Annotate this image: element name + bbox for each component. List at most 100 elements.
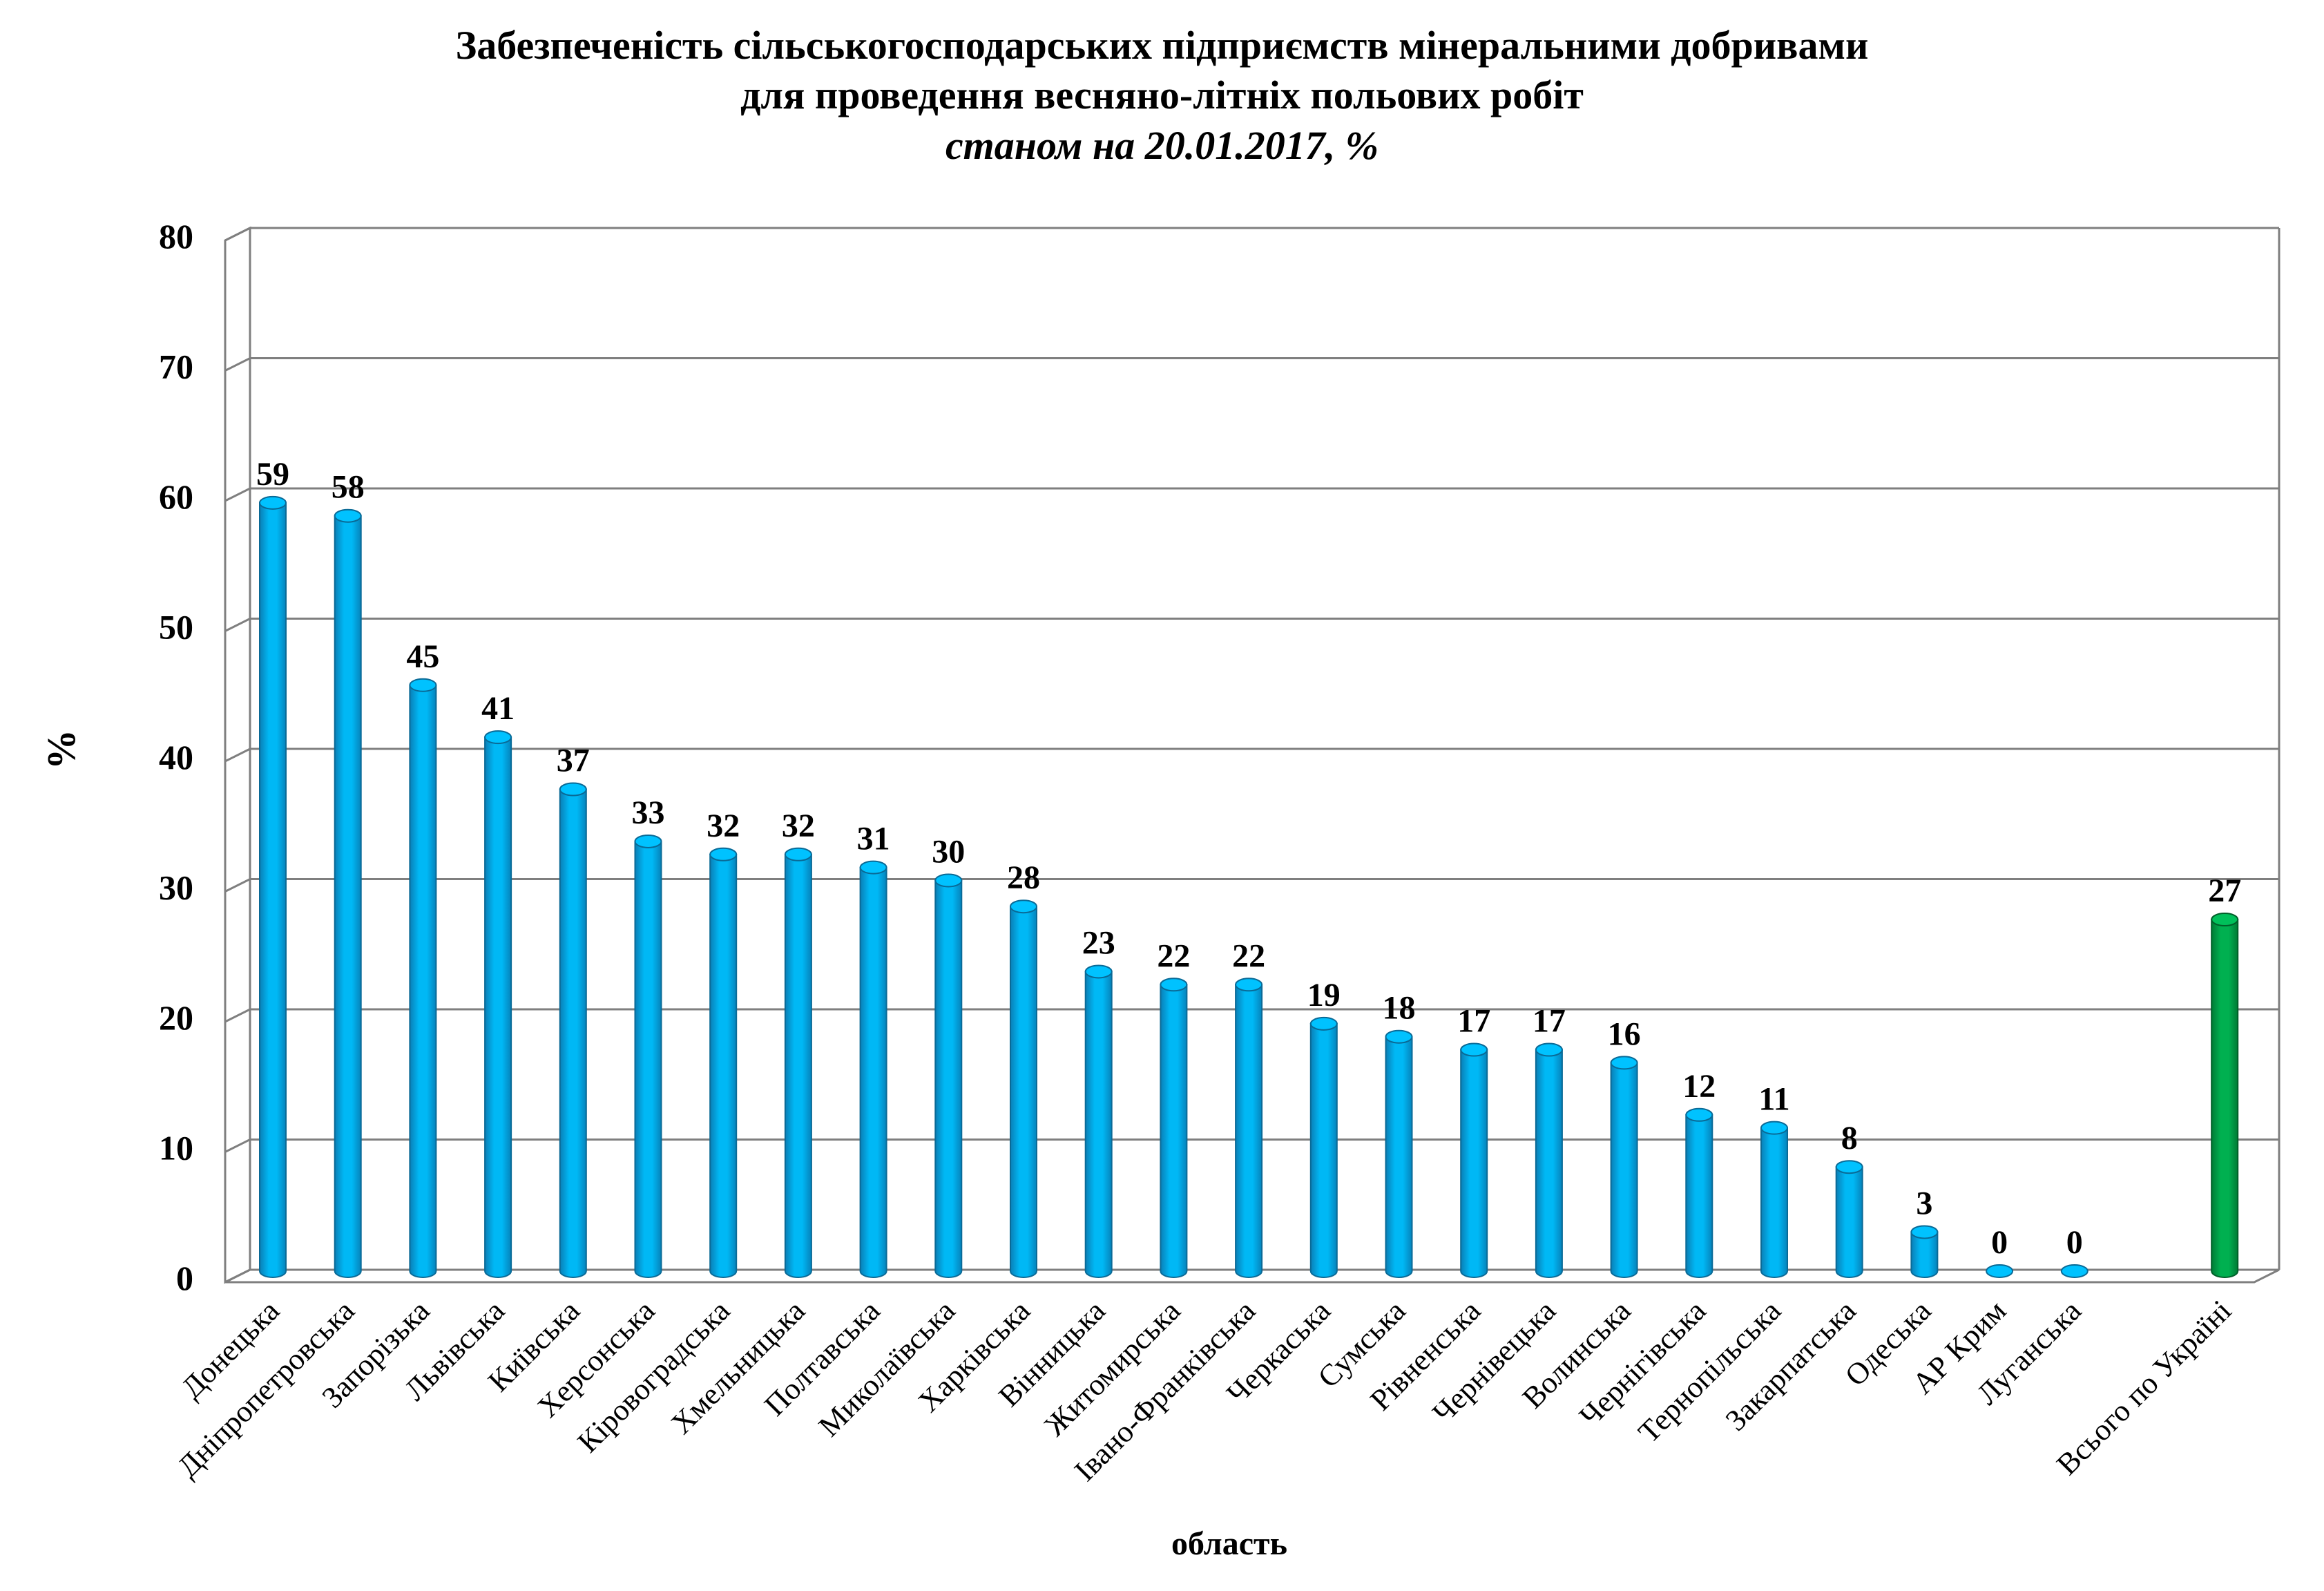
bar-top bbox=[859, 860, 887, 875]
bar bbox=[334, 508, 362, 1278]
bar-top bbox=[1986, 1264, 2014, 1278]
bar-body bbox=[1910, 1231, 1939, 1278]
data-label: 32 bbox=[782, 808, 815, 844]
bar bbox=[1910, 1225, 1939, 1278]
bar-body bbox=[559, 788, 587, 1278]
bar bbox=[409, 678, 437, 1278]
gridline-side bbox=[224, 878, 251, 893]
bar bbox=[484, 730, 512, 1278]
bar-top bbox=[1610, 1056, 1638, 1070]
bar bbox=[1460, 1042, 1488, 1278]
data-label: 28 bbox=[1007, 859, 1040, 896]
bar bbox=[1835, 1160, 1863, 1278]
y-tick-label: 10 bbox=[159, 1129, 193, 1168]
bar-top bbox=[2060, 1264, 2088, 1278]
data-label: 3 bbox=[1916, 1185, 1932, 1221]
bar bbox=[1235, 978, 1263, 1278]
bar-body bbox=[709, 853, 738, 1278]
bar-body bbox=[334, 515, 362, 1278]
y-tick-label: 80 bbox=[159, 217, 193, 256]
bar bbox=[1084, 964, 1113, 1278]
bar-body bbox=[634, 840, 662, 1278]
bar-top bbox=[409, 678, 437, 692]
bar bbox=[1309, 1016, 1338, 1278]
bar-body bbox=[409, 684, 437, 1278]
chart-title-line2: для проведення весняно-літніх польових р… bbox=[740, 73, 1584, 117]
bar-body bbox=[1760, 1127, 1788, 1278]
bar bbox=[559, 782, 587, 1278]
data-label: 0 bbox=[1991, 1224, 2008, 1261]
gridline-side bbox=[224, 1268, 251, 1284]
bar-body bbox=[1160, 984, 1188, 1278]
data-label: 45 bbox=[406, 638, 439, 675]
bar-body bbox=[1385, 1036, 1413, 1278]
y-axis-label: % bbox=[39, 730, 84, 770]
bar-top bbox=[1910, 1225, 1939, 1239]
bar-body bbox=[1535, 1049, 1563, 1278]
data-label: 16 bbox=[1608, 1016, 1641, 1052]
bar-top bbox=[484, 730, 512, 745]
bar bbox=[1760, 1121, 1788, 1278]
bar-top bbox=[1460, 1042, 1488, 1057]
bar-top bbox=[259, 495, 287, 510]
data-label: 33 bbox=[632, 794, 665, 831]
bar bbox=[2211, 913, 2239, 1278]
gridline-side bbox=[224, 1008, 251, 1023]
bar-body bbox=[859, 866, 887, 1278]
bar-top bbox=[1385, 1029, 1413, 1044]
data-label: 32 bbox=[707, 808, 740, 844]
y-tick-label: 30 bbox=[159, 868, 193, 907]
bar bbox=[1385, 1029, 1413, 1278]
bar-body bbox=[1010, 906, 1037, 1278]
bar-top bbox=[634, 834, 662, 848]
data-label: 22 bbox=[1232, 937, 1265, 974]
chart-title: Забезпеченість сільськогосподарських під… bbox=[455, 23, 1869, 68]
x-axis-label: область bbox=[1171, 1525, 1287, 1562]
data-label: 30 bbox=[932, 834, 965, 870]
data-label: 41 bbox=[481, 690, 515, 727]
data-label: 12 bbox=[1682, 1068, 1716, 1105]
bar-body bbox=[484, 736, 512, 1278]
bar bbox=[2060, 1264, 2088, 1278]
y-tick-label: 70 bbox=[159, 347, 193, 386]
chart-subtitle: станом на 20.01.2017, % bbox=[945, 123, 1379, 168]
data-label: 22 bbox=[1157, 937, 1190, 974]
data-label: 23 bbox=[1082, 924, 1115, 961]
bar bbox=[1986, 1264, 2014, 1278]
bar-top bbox=[2211, 913, 2239, 927]
data-label: 27 bbox=[2208, 873, 2241, 909]
bar-top bbox=[559, 782, 587, 797]
data-label: 17 bbox=[1533, 1003, 1566, 1040]
bar-top bbox=[1084, 964, 1113, 979]
bar-top bbox=[1309, 1016, 1338, 1031]
bar bbox=[709, 847, 738, 1278]
bar-top bbox=[934, 873, 963, 888]
data-label: 19 bbox=[1307, 977, 1341, 1013]
bar-body bbox=[1235, 984, 1263, 1278]
y-tick-label: 40 bbox=[159, 738, 193, 777]
bar-top bbox=[1160, 978, 1188, 992]
bar-top bbox=[1010, 899, 1037, 914]
data-label: 8 bbox=[1841, 1120, 1858, 1156]
gridline-side bbox=[224, 487, 251, 502]
bar-top bbox=[1235, 978, 1263, 992]
bar-body bbox=[1610, 1062, 1638, 1278]
gridline-side bbox=[224, 1139, 251, 1153]
bar-body bbox=[2211, 919, 2239, 1278]
gridline-side bbox=[224, 357, 251, 372]
chart-title-block: Забезпеченість сільськогосподарських під… bbox=[0, 21, 2324, 171]
data-label: 58 bbox=[332, 469, 365, 506]
bar bbox=[859, 860, 887, 1278]
gridline-side bbox=[224, 618, 251, 632]
data-label: 59 bbox=[256, 456, 289, 493]
data-label: 11 bbox=[1758, 1081, 1789, 1118]
bar bbox=[1610, 1056, 1638, 1278]
y-tick-label: 20 bbox=[159, 998, 193, 1037]
bar-body bbox=[1685, 1114, 1713, 1278]
y-tick-label: 0 bbox=[176, 1259, 193, 1297]
bar-top bbox=[1685, 1107, 1713, 1122]
bar bbox=[634, 834, 662, 1278]
bar bbox=[1535, 1042, 1563, 1278]
bar-body bbox=[784, 853, 812, 1278]
